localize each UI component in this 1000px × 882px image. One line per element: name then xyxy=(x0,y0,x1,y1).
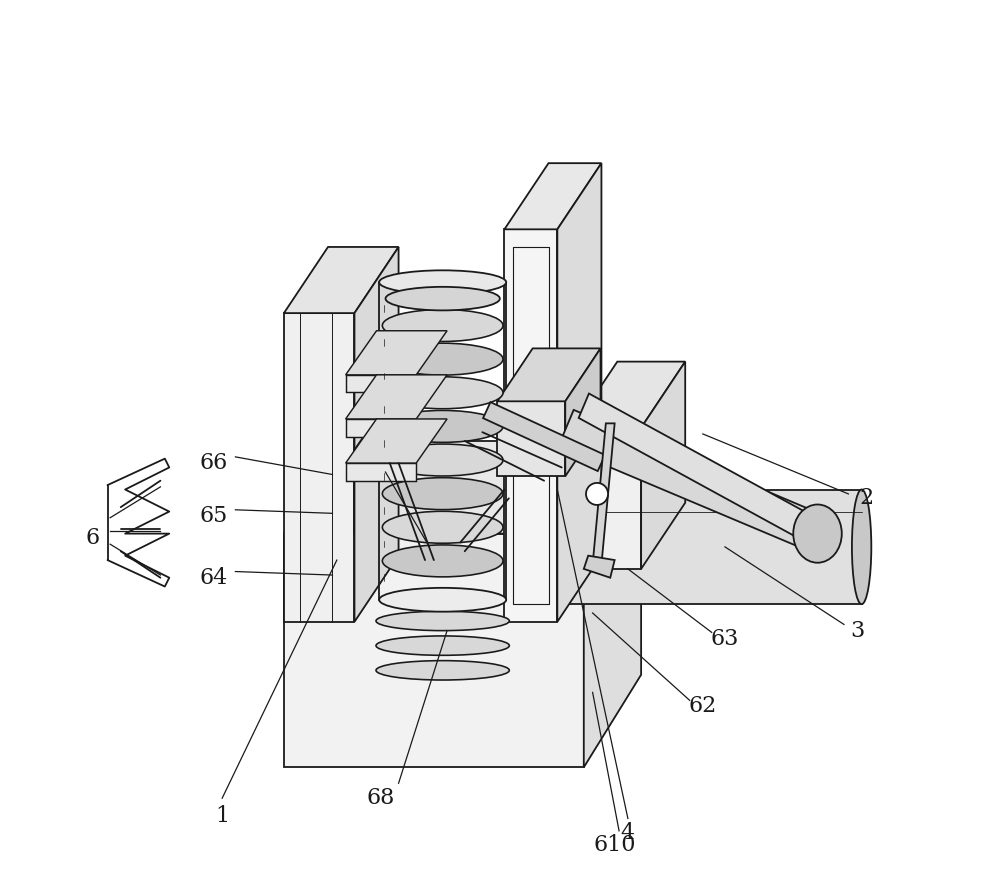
Polygon shape xyxy=(584,441,641,767)
Polygon shape xyxy=(284,247,399,313)
Ellipse shape xyxy=(382,478,503,510)
Ellipse shape xyxy=(376,636,509,655)
Polygon shape xyxy=(497,401,565,476)
Text: 65: 65 xyxy=(199,505,227,527)
Polygon shape xyxy=(565,348,601,476)
Ellipse shape xyxy=(379,270,506,295)
Polygon shape xyxy=(284,441,641,534)
Ellipse shape xyxy=(386,287,500,310)
Ellipse shape xyxy=(382,410,503,443)
Polygon shape xyxy=(504,229,557,622)
Polygon shape xyxy=(284,313,354,622)
Text: 68: 68 xyxy=(367,788,395,809)
Polygon shape xyxy=(564,490,862,604)
Text: 62: 62 xyxy=(689,695,717,716)
Polygon shape xyxy=(483,402,605,471)
Text: 63: 63 xyxy=(711,629,739,650)
Text: 6: 6 xyxy=(85,527,100,549)
Ellipse shape xyxy=(382,444,503,476)
Polygon shape xyxy=(641,362,685,569)
Text: 610: 610 xyxy=(593,834,636,856)
Polygon shape xyxy=(346,375,447,419)
Text: 4: 4 xyxy=(621,823,635,844)
Polygon shape xyxy=(284,534,584,767)
Ellipse shape xyxy=(586,483,608,505)
Ellipse shape xyxy=(382,310,503,341)
Text: 1: 1 xyxy=(215,805,229,826)
Ellipse shape xyxy=(376,611,509,631)
Ellipse shape xyxy=(793,505,842,563)
Polygon shape xyxy=(593,423,615,564)
Ellipse shape xyxy=(382,545,503,577)
Polygon shape xyxy=(346,463,416,481)
Ellipse shape xyxy=(382,512,503,543)
Polygon shape xyxy=(559,410,825,551)
Text: 3: 3 xyxy=(850,620,864,641)
Ellipse shape xyxy=(382,377,503,408)
Polygon shape xyxy=(584,556,615,578)
Ellipse shape xyxy=(556,490,572,604)
Ellipse shape xyxy=(382,343,503,375)
Polygon shape xyxy=(504,163,601,229)
Polygon shape xyxy=(579,393,823,546)
Polygon shape xyxy=(573,362,685,428)
Text: 2: 2 xyxy=(859,488,873,509)
Text: 64: 64 xyxy=(199,567,227,588)
Polygon shape xyxy=(346,331,447,375)
Polygon shape xyxy=(354,247,399,622)
Polygon shape xyxy=(346,419,447,463)
Polygon shape xyxy=(497,348,601,401)
Text: 66: 66 xyxy=(199,452,227,474)
Polygon shape xyxy=(346,375,416,392)
Polygon shape xyxy=(346,419,416,437)
Polygon shape xyxy=(557,163,601,622)
Ellipse shape xyxy=(376,661,509,680)
Polygon shape xyxy=(573,428,641,569)
Ellipse shape xyxy=(379,587,506,612)
Ellipse shape xyxy=(852,490,871,604)
